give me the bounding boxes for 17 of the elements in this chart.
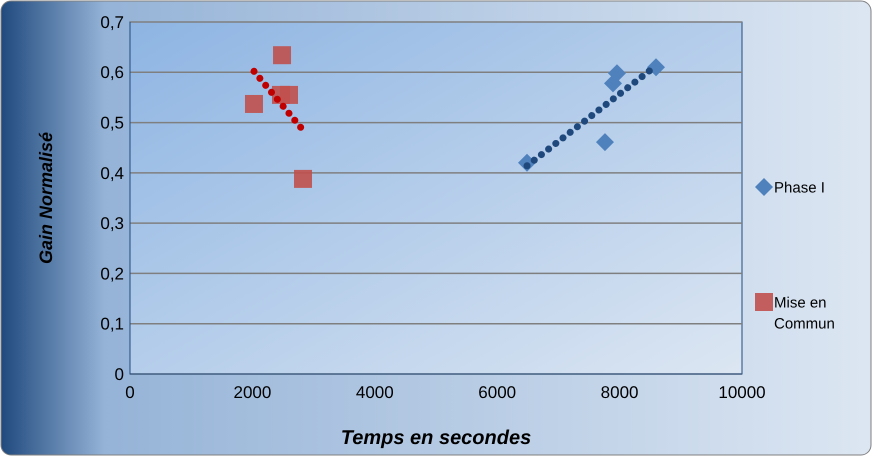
x-tick-label: 8000 <box>600 383 639 402</box>
x-tick-label: 10000 <box>718 383 766 402</box>
y-tick-label: 0,2 <box>100 264 124 284</box>
x-tick-label: 2000 <box>233 383 272 402</box>
y-tick-label: 0,7 <box>100 12 124 32</box>
y-tick-label: 0,5 <box>100 114 124 133</box>
legend-label: Mise en Commun <box>774 294 835 332</box>
x-tick-label: 6000 <box>478 383 516 402</box>
y-tick-label: 0,4 <box>100 164 124 183</box>
y-axis-title: Gain Normalisé <box>36 132 56 264</box>
y-tick-label: 0,3 <box>100 214 124 234</box>
x-tick-label: 4000 <box>356 383 394 402</box>
y-tick-label: 0,6 <box>100 63 124 82</box>
y-tick-label: 0 <box>114 364 124 384</box>
legend-label: Phase I <box>774 179 825 196</box>
x-axis-title: Temps en secondes <box>340 427 532 449</box>
y-tick-label: 0,1 <box>100 314 124 334</box>
